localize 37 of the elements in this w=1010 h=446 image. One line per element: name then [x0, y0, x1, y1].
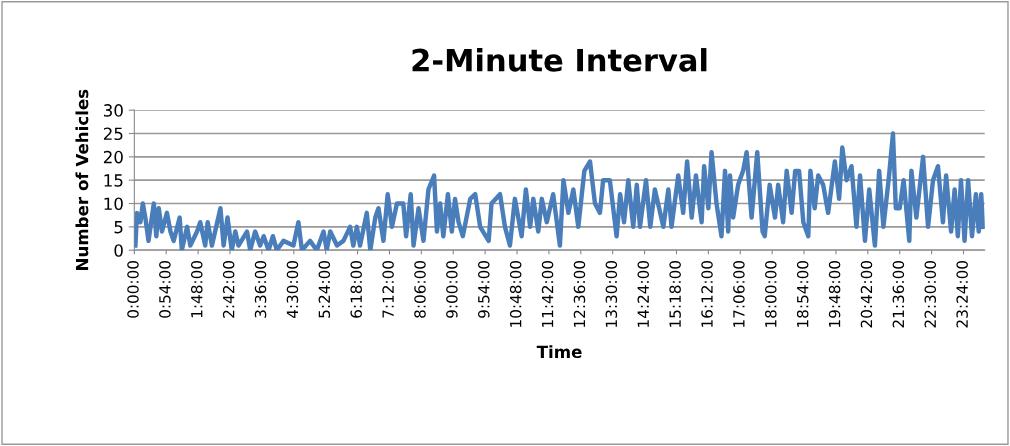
x-tick-label: 13:30:00 [605, 260, 618, 327]
x-tick-label: 0:00:00 [127, 260, 139, 318]
x-tick-label: 7:12:00 [382, 260, 394, 318]
x-tick-label: 15:18:00 [669, 260, 681, 327]
x-tick-label: 22:30:00 [924, 260, 937, 328]
y-tick-label: 5 [114, 221, 123, 234]
x-tick-label: 20:42:00 [860, 260, 873, 328]
y-tick-label: 0 [114, 244, 123, 257]
x-tick-label: 18:00:00 [765, 260, 777, 327]
x-tick-label: 9:54:00 [478, 260, 490, 318]
y-tick-label: 30 [103, 104, 123, 117]
x-tick-label: 2:42:00 [222, 260, 235, 318]
x-tick-label: 14:24:00 [637, 260, 650, 327]
chart-title: 2-Minute Interval [412, 48, 707, 72]
x-tick-label: 18:54:00 [796, 260, 809, 327]
x-tick-label: 6:18:00 [350, 260, 362, 318]
y-tick-label: 20 [103, 150, 123, 164]
x-tick-label: 0:54:00 [159, 260, 171, 318]
y-tick-label: 25 [103, 127, 123, 141]
x-tick-label: 23:24:00 [956, 260, 968, 328]
x-tick-label: 12:36:00 [573, 260, 586, 327]
x-tick-label: 5:24:00 [318, 260, 331, 318]
x-tick-label: 1:48:00 [190, 260, 203, 318]
x-tick-label: 11:42:00 [541, 260, 554, 327]
x-tick-label: 10:48:00 [509, 260, 522, 327]
y-tick-label: 10 [104, 197, 123, 211]
x-tick-label: 4:30:00 [286, 260, 299, 319]
x-tick-label: 21:36:00 [892, 260, 905, 328]
x-tick-label: 19:48:00 [828, 260, 841, 327]
x-axis-title: Time [536, 345, 582, 359]
y-tick-label: 15 [104, 174, 123, 187]
y-axis-title: Number of Vehicles [75, 89, 89, 270]
x-tick-label: 17:06:00 [733, 260, 745, 327]
x-tick-label: 3:36:00 [254, 260, 267, 318]
x-tick-label: 8:06:00 [414, 260, 426, 318]
x-tick-label: 9:00:00 [446, 260, 458, 318]
x-tick-label: 16:12:00 [701, 260, 713, 327]
